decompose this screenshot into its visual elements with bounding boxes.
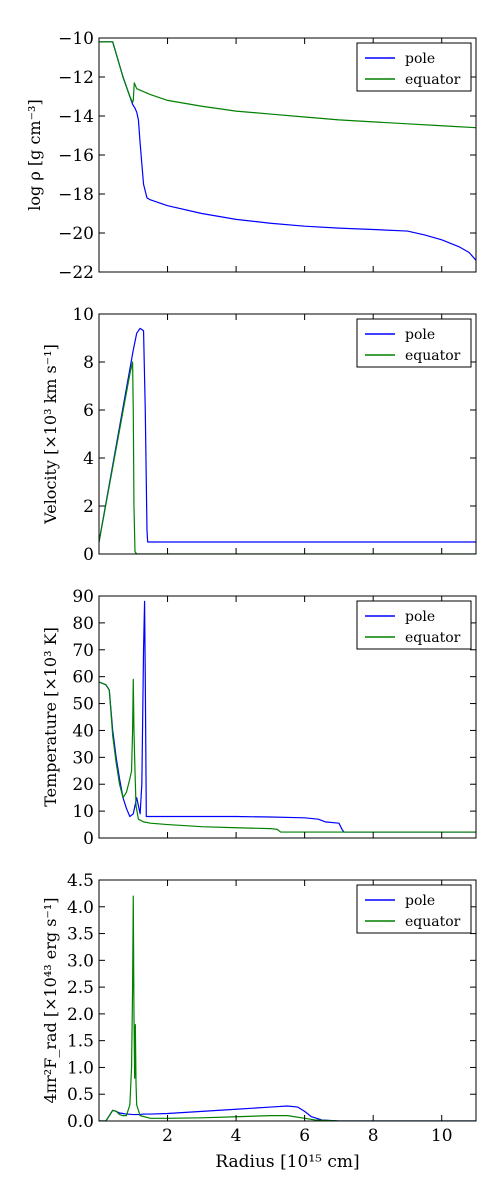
y-tick-label: −22 (58, 263, 94, 283)
y-tick-label: 4.0 (67, 898, 94, 918)
legend-label-pole: pole (405, 609, 435, 625)
y-tick-label: 4.5 (67, 871, 94, 891)
x-tick-label: 8 (368, 1126, 379, 1146)
legend-label-pole: pole (405, 327, 435, 343)
y-tick-label: −14 (58, 107, 94, 127)
series-line-equator (99, 361, 476, 554)
panel-3: 0 10 20 30 40 50 60 70 80 90 Temperature [×10³ K] p… (41, 587, 477, 849)
y-tick-label: 10 (72, 305, 94, 325)
y-tick-label: 2.5 (67, 978, 94, 998)
y-tick-label: 1.0 (67, 1058, 94, 1078)
y-axis-label: log ρ [g cm⁻³] (25, 99, 44, 210)
y-tick-label: 30 (72, 748, 94, 768)
y-tick-label: 8 (83, 353, 94, 373)
y-tick-label: −18 (58, 185, 94, 205)
legend-box (356, 42, 472, 92)
y-tick-label: −16 (58, 146, 94, 166)
x-tick-label: 6 (299, 1126, 310, 1146)
legend: pole equator (356, 318, 472, 368)
y-tick-label: 0 (83, 829, 94, 849)
y-tick-label: 0 (83, 545, 94, 565)
panel-2: 0 2 4 6 8 10 Velocity [×10³ km s⁻¹] pole equator (41, 305, 477, 565)
legend: pole equator (356, 600, 472, 650)
x-tick-label: 10 (431, 1126, 453, 1146)
y-tick-label: −10 (58, 29, 94, 49)
y-tick-label: 2.0 (67, 1005, 94, 1025)
legend-label-equator: equator (405, 72, 461, 88)
y-tick-label: 0.5 (67, 1085, 94, 1105)
y-tick-label: 70 (72, 641, 94, 661)
plot-frame (98, 879, 477, 1122)
y-tick-label: 50 (72, 695, 94, 715)
y-tick-label: 3.5 (67, 925, 94, 945)
legend: pole equator (356, 42, 472, 92)
y-tick-label: 90 (72, 587, 94, 607)
y-tick-label: −20 (58, 224, 94, 244)
y-tick-label: 40 (72, 721, 94, 741)
legend-box (356, 600, 472, 650)
plot-frame (98, 595, 477, 839)
x-tick-label: 2 (162, 1126, 173, 1146)
y-tick-label: 6 (83, 401, 94, 421)
series-line-pole (99, 327, 476, 543)
y-axis-label: 4πr²F_rad [×10⁴³ erg s⁻¹] (41, 897, 60, 1103)
y-tick-label: 20 (72, 775, 94, 795)
x-axis-label: Radius [10¹⁵ cm] (215, 1152, 359, 1172)
x-tick-label: 4 (231, 1126, 242, 1146)
legend-label-pole: pole (405, 51, 435, 67)
y-tick-label: 0.0 (67, 1112, 94, 1132)
legend-box (356, 318, 472, 368)
y-tick-label: 4 (83, 449, 94, 469)
panel-4: 0.0 0.5 1.0 1.5 2.0 2.5 3.0 3.5 4.0 4.5 2 4 6 8 10 4πr²… (41, 871, 477, 1172)
legend: pole equator (356, 884, 472, 934)
y-tick-label: 3.0 (67, 951, 94, 971)
series-line-equator (99, 41, 476, 129)
legend-box (356, 884, 472, 934)
y-tick-label: 80 (72, 614, 94, 634)
legend-label-equator: equator (405, 630, 461, 646)
legend-label-pole: pole (405, 893, 435, 909)
y-tick-label: 10 (72, 802, 94, 822)
y-axis-label: Velocity [×10³ km s⁻¹] (41, 344, 60, 525)
plot-frame (98, 313, 477, 555)
y-axis-label: Temperature [×10³ K] (41, 627, 60, 807)
y-tick-label: 2 (83, 497, 94, 517)
legend-label-equator: equator (405, 348, 461, 364)
series-line-equator (99, 678, 476, 833)
legend-label-equator: equator (405, 914, 461, 930)
y-tick-label: 1.5 (67, 1032, 94, 1052)
series-line-equator (99, 895, 476, 1121)
y-tick-label: 60 (72, 668, 94, 688)
series-line-pole (99, 600, 476, 833)
y-tick-label: −12 (58, 68, 94, 88)
panel-1: −10 −12 −14 −16 −18 −20 −22 log ρ [g cm⁻³] pole e… (25, 29, 477, 283)
